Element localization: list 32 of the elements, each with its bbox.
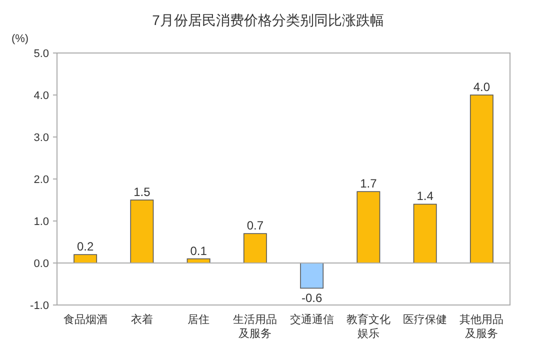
y-tick-label: 1.0 [34,216,49,228]
x-tick-label: 食品烟酒 [63,313,108,326]
bar [470,94,494,264]
data-label: 1.4 [416,189,434,204]
data-label: 4.0 [473,80,490,94]
y-tick-label: -1.0 [30,300,49,312]
data-label: 0.7 [246,218,264,233]
data-label: 1.5 [134,185,151,199]
y-tick-label: 3.0 [34,132,49,144]
y-axis-title: (%) [11,33,29,45]
x-tick-label: 居住 [188,314,210,326]
y-tick-label: 4.0 [34,90,49,102]
x-tick-label: 其他用品及服务 [460,313,504,340]
y-tick-label: 5.0 [34,48,49,60]
bar [130,200,154,264]
x-tick-label: 教育文化娱乐 [346,313,390,340]
x-tick-label: 衣着 [130,313,153,326]
y-tick-label: 0.0 [34,258,49,270]
y-tick-label: 2.0 [34,174,49,186]
x-tick-label: 医疗保健 [403,313,448,326]
data-label: -0.6 [301,291,322,306]
data-label: 1.7 [360,176,378,191]
bar [413,204,437,264]
x-tick-label: 生活用品及服务 [233,313,278,340]
bar [300,262,324,289]
x-tick-label: 交通通信 [290,313,334,326]
bar [356,191,380,264]
data-label: 0.1 [190,244,208,258]
chart-title: 7月份居民消费价格分类别同比涨跌幅 [152,12,384,28]
data-label: 0.2 [76,240,94,254]
bar [74,254,98,264]
bar [243,233,267,264]
